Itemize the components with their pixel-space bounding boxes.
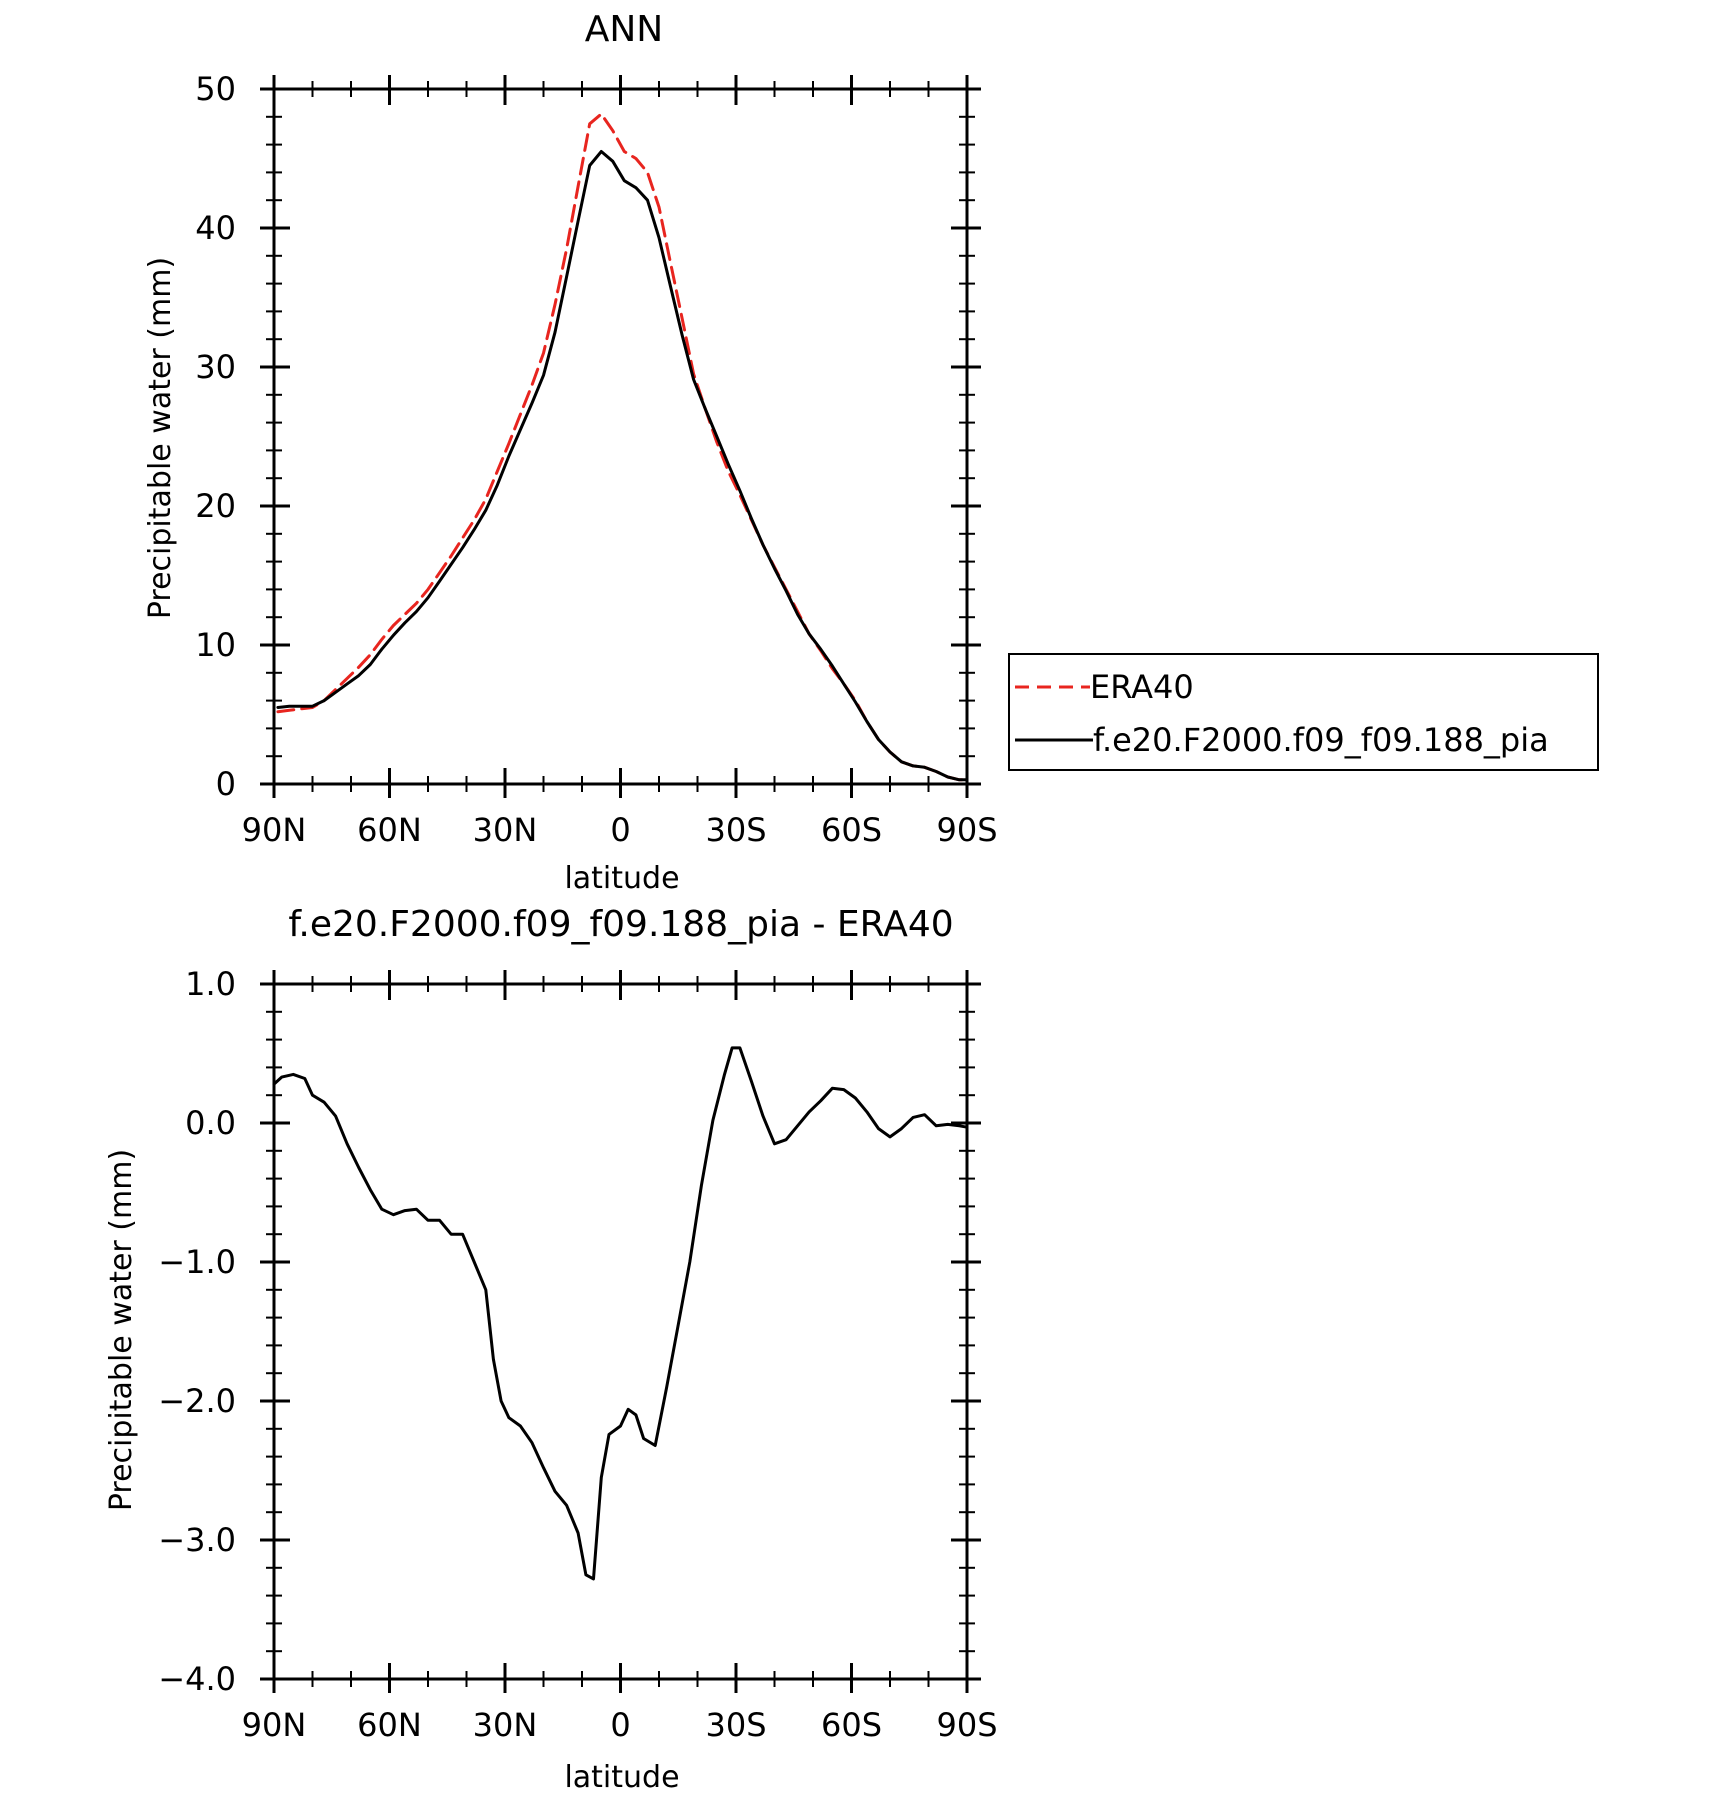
legend-box <box>1008 653 1599 771</box>
panel-title: f.e20.F2000.f09_f09.188_pia - ERA40 <box>288 904 953 945</box>
axis-ticks <box>260 970 981 1693</box>
y-tick-label: 10 <box>195 626 236 664</box>
y-tick-label: 30 <box>195 348 236 386</box>
y-tick-label: −2.0 <box>158 1382 236 1420</box>
precipitable-water-panel: ANN latitude Precipitable water (mm) 90N… <box>143 9 998 896</box>
difference-panel: f.e20.F2000.f09_f09.188_pia - ERA40 lati… <box>104 904 998 1795</box>
x-tick-label: 90N <box>242 1706 307 1744</box>
y-tick-label: −3.0 <box>158 1521 236 1559</box>
x-tick-label: 90S <box>936 1706 997 1744</box>
y-tick-label: 50 <box>195 70 236 108</box>
tick-labels: 90N 60N 30N 0 30S 60S 90S 0 10 20 30 40 50 <box>195 70 997 849</box>
series-lines <box>276 112 969 782</box>
x-tick-label: 30S <box>705 1706 766 1744</box>
y-axis-label: Precipitable water (mm) <box>104 1149 139 1511</box>
x-tick-label: 0 <box>610 811 630 849</box>
x-tick-label: 60S <box>821 811 882 849</box>
x-axis-label: latitude <box>564 861 679 896</box>
y-axis-label: Precipitable water (mm) <box>143 257 178 619</box>
series-line-difference <box>272 1046 969 1581</box>
y-tick-label: 0 <box>216 765 236 803</box>
x-tick-label: 60S <box>821 1706 882 1744</box>
x-tick-label: 30N <box>473 811 538 849</box>
axis-ticks <box>260 75 981 798</box>
legend-label-model: f.e20.F2000.f09_f09.188_pia <box>1093 721 1549 759</box>
y-tick-label: −1.0 <box>158 1243 236 1281</box>
legend-label-era40: ERA40 <box>1090 668 1194 706</box>
x-tick-label: 90N <box>242 811 307 849</box>
panel-title: ANN <box>585 9 664 50</box>
plot-frame <box>272 982 969 1681</box>
series-lines <box>272 1046 969 1581</box>
y-tick-label: 20 <box>195 487 236 525</box>
plot-frame <box>272 87 969 786</box>
y-tick-label: 1.0 <box>185 965 236 1003</box>
y-tick-label: 0.0 <box>185 1104 236 1142</box>
y-tick-label: −4.0 <box>158 1660 236 1698</box>
y-tick-label: 40 <box>195 209 236 247</box>
series-line-model <box>276 150 969 782</box>
x-axis-label: latitude <box>564 1760 679 1795</box>
tick-labels: 90N 60N 30N 0 30S 60S 90S −4.0 −3.0 −2.0 −1.0 0.0 1.… <box>158 965 997 1744</box>
x-tick-label: 90S <box>936 811 997 849</box>
x-tick-label: 30S <box>705 811 766 849</box>
series-line-era40 <box>276 112 969 782</box>
legend: ERA40 f.e20.F2000.f09_f09.188_pia <box>1008 653 1599 771</box>
x-tick-label: 60N <box>357 811 422 849</box>
x-tick-label: 0 <box>610 1706 630 1744</box>
x-tick-label: 30N <box>473 1706 538 1744</box>
x-tick-label: 60N <box>357 1706 422 1744</box>
